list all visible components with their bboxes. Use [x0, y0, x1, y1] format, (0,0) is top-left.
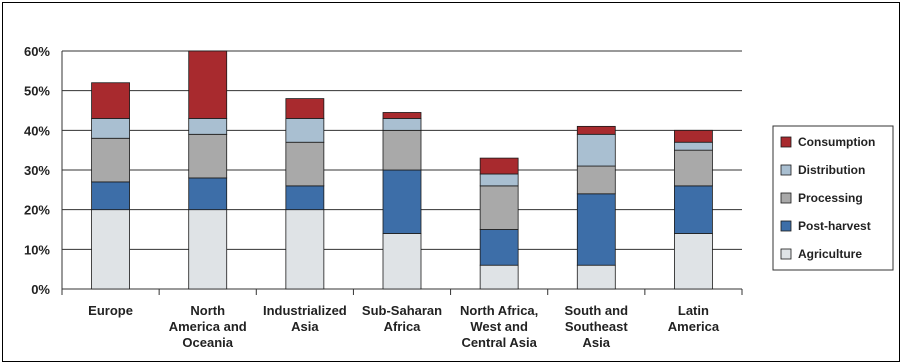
stacked-bar-chart: 0% 10% 20% 30% 40% 50% 60% Europe North America a…	[24, 44, 894, 350]
x-category-label-line: Southeast	[565, 319, 629, 334]
bar-segment	[285, 98, 325, 119]
bar-segment	[285, 209, 325, 290]
legend-swatch	[780, 248, 792, 260]
legend-label: Agriculture	[798, 247, 862, 261]
y-tick-label: 10%	[24, 242, 50, 257]
x-category-label-line: Asia	[291, 319, 319, 334]
bar-segment	[479, 229, 519, 266]
x-category-label-line: Sub-Saharan	[362, 303, 442, 318]
bar-segment	[188, 209, 228, 290]
bar-segment	[479, 264, 519, 290]
x-category-label: Industrialized Asia	[263, 303, 347, 334]
bar-segment	[188, 133, 228, 179]
legend-swatch	[780, 136, 792, 148]
bar-segment	[91, 118, 130, 139]
y-tick-label: 20%	[24, 203, 50, 218]
y-tick-label: 50%	[24, 84, 50, 99]
legend-label: Processing	[798, 191, 863, 205]
x-category-label: North America and Oceania	[169, 303, 247, 350]
x-category-label-line: South and	[565, 303, 629, 318]
bar-segment	[91, 82, 130, 119]
x-category-label-line: Oceania	[182, 335, 233, 350]
bar-segment	[576, 193, 616, 266]
bar-segment	[188, 177, 228, 211]
bar-segment	[674, 233, 713, 290]
bar-segment	[576, 125, 616, 135]
bar-segment	[479, 173, 519, 187]
x-category-label-line: North Africa,	[460, 303, 538, 318]
legend-label: Consumption	[798, 135, 875, 149]
x-category-label-line: Asia	[583, 335, 611, 350]
bar-segment	[479, 157, 519, 175]
x-category-label-line: Latin	[678, 303, 709, 318]
bar-segment	[576, 264, 616, 290]
x-category-label: Latin America	[668, 303, 720, 334]
bar-segment	[91, 137, 130, 183]
bar-segment	[674, 185, 713, 234]
bar-segment	[91, 181, 130, 211]
x-category-label-line: Central Asia	[461, 335, 537, 350]
bar-segment	[188, 50, 228, 119]
x-category-label-line: West and	[470, 319, 528, 334]
bar-segment	[382, 129, 422, 171]
bar-segment	[576, 133, 616, 167]
x-category-label: South and Southeast Asia	[565, 303, 629, 350]
legend-swatch	[780, 220, 792, 232]
legend-label: Distribution	[798, 163, 865, 177]
bar-segment	[382, 233, 422, 290]
x-category-label: Sub-Saharan Africa	[362, 303, 442, 334]
bar-segment	[382, 118, 422, 131]
bar-segment	[188, 118, 228, 135]
bar-segment	[91, 209, 130, 290]
bar-segment	[674, 141, 713, 151]
bar-segment	[576, 165, 616, 195]
bar-segment	[674, 149, 713, 187]
bar-segment	[382, 112, 422, 119]
legend-swatch	[780, 164, 792, 176]
x-category-label-line: America and	[169, 319, 247, 334]
legend-swatch	[780, 192, 792, 204]
x-category-label-line: Industrialized	[263, 303, 347, 318]
bar-segment	[285, 185, 325, 211]
bar-segment	[674, 129, 713, 143]
bar-segment	[479, 185, 519, 230]
y-tick-label: 30%	[24, 163, 50, 178]
bar-segment	[285, 118, 325, 143]
x-category-label: Europe	[88, 303, 133, 318]
bar-segment	[382, 169, 422, 234]
x-category-label-line: Europe	[88, 303, 133, 318]
x-category-label: North Africa, West and Central Asia	[460, 303, 538, 350]
bar-segment	[285, 141, 325, 187]
x-category-label-line: Africa	[384, 319, 422, 334]
x-category-label-line: North	[190, 303, 225, 318]
y-tick-label: 40%	[24, 123, 50, 138]
y-tick-label: 0%	[31, 282, 50, 297]
legend-box	[772, 125, 894, 271]
x-category-label-line: America	[668, 319, 720, 334]
y-tick-label: 60%	[24, 44, 50, 59]
legend-label: Post-harvest	[798, 219, 871, 233]
